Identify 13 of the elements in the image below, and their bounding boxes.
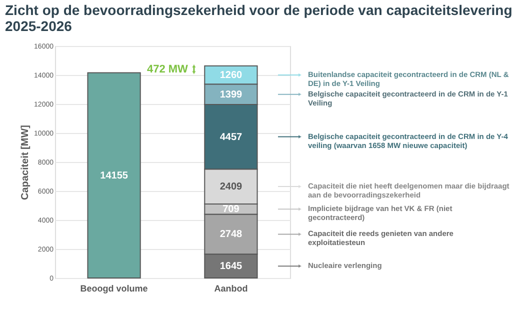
data-label: 1645 xyxy=(220,261,243,272)
data-label: 1260 xyxy=(220,70,243,82)
annotation: 472 MW xyxy=(146,63,189,76)
data-label: 2409 xyxy=(220,182,243,193)
chart-title: Zicht op de bevoorradingszekerheid voor de periode van capaciteitslevering 2025-2026 xyxy=(5,2,512,34)
data-label: 2748 xyxy=(220,229,243,240)
data-label: 709 xyxy=(222,204,240,216)
data-label: 1399 xyxy=(220,89,243,100)
data-label: 14155 xyxy=(100,170,128,182)
x-tick-label: Beoogd volume xyxy=(80,284,148,294)
data-label: 4457 xyxy=(220,132,243,143)
x-tick-label: Aanbod xyxy=(214,284,248,294)
y-axis-title: Capaciteit [MW] xyxy=(20,125,32,200)
